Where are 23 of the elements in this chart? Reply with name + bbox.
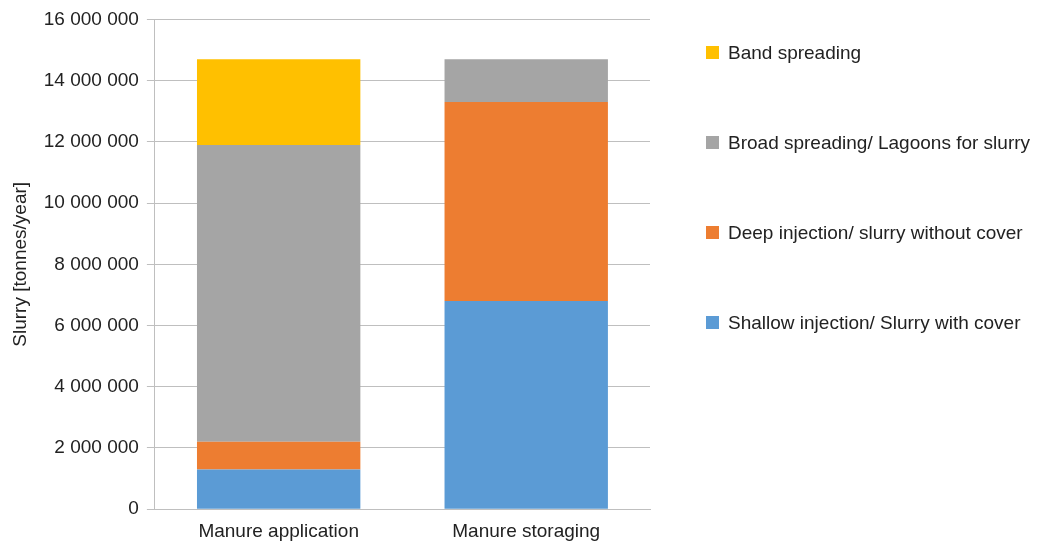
legend-label: Shallow injection/ Slurry with cover — [728, 311, 1021, 335]
y-tick-label: 14 000 000 — [43, 68, 139, 90]
x-tick-label: Manure storaging — [452, 519, 601, 541]
bar — [196, 144, 361, 442]
y-tick-label: 16 000 000 — [43, 7, 139, 29]
bar — [444, 59, 608, 103]
bar — [444, 102, 608, 302]
y-tick-label: 10 000 000 — [43, 191, 139, 213]
y-tick-label: 0 — [128, 497, 139, 519]
legend-label: Band spreading — [728, 41, 862, 65]
bar — [196, 469, 361, 509]
x-tick-label: Manure application — [198, 519, 359, 541]
y-tick-label: 4 000 000 — [54, 374, 139, 396]
y-axis-title: Slurry [tonnes/year] — [8, 181, 30, 347]
bar — [196, 441, 361, 470]
y-tick-label: 12 000 000 — [43, 130, 139, 152]
bar — [444, 301, 608, 509]
y-tick-label: 2 000 000 — [54, 436, 139, 458]
legend-label: Broad spreading/ Lagoons for slurry — [728, 131, 1031, 155]
y-tick-label: 6 000 000 — [54, 313, 139, 335]
legend-label: Deep injection/ slurry without cover — [728, 221, 1023, 245]
y-tick-label: 8 000 000 — [54, 252, 139, 274]
bar — [196, 59, 361, 145]
